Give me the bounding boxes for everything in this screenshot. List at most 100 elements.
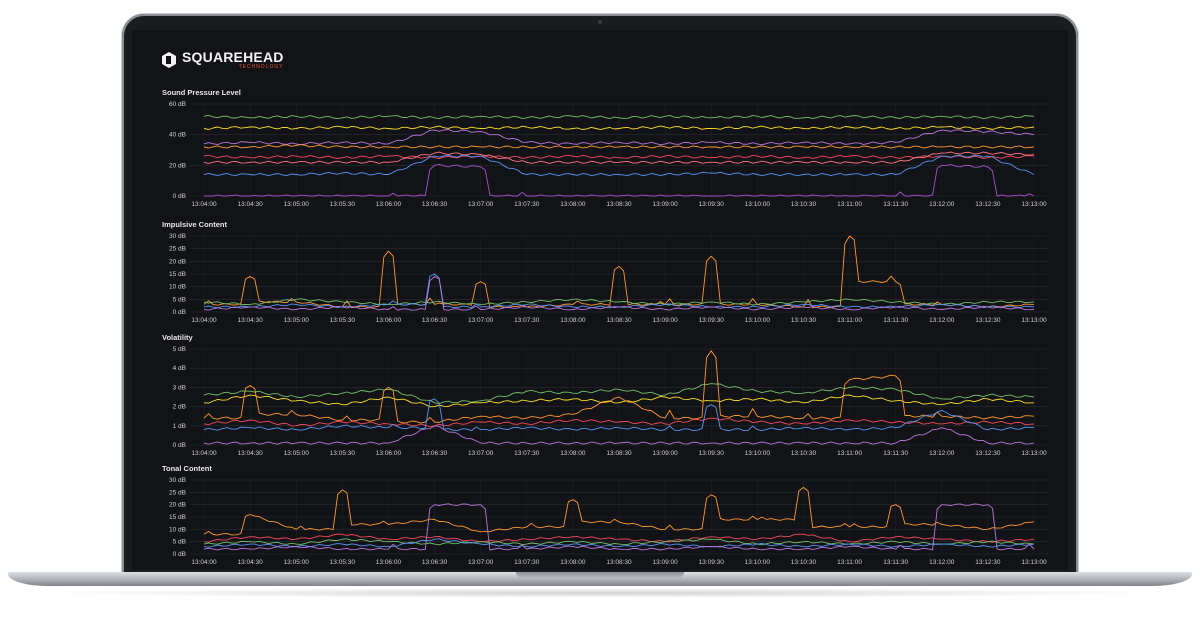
series-line <box>203 538 1035 546</box>
chart-sound-pressure-level: 0 dB 20 dB 40 dB 60 dB 13:04:00 13:04:30 13:05… <box>169 101 1048 208</box>
x-tick-label: 13:11:00 <box>837 317 862 324</box>
y-tick-label: 4 dB <box>173 365 186 372</box>
y-tick-label: 20 dB <box>169 162 186 169</box>
x-tick-label: 13:09:30 <box>699 201 725 208</box>
x-tick-label: 13:12:30 <box>975 201 1001 208</box>
brand-logo: SQUAREHEAD TECHNOLOGY <box>162 50 284 70</box>
y-tick-label: 0 dB <box>173 551 186 558</box>
x-tick-label: 13:08:00 <box>560 450 586 457</box>
x-tick-label: 13:06:00 <box>376 317 402 324</box>
series-line <box>203 383 1035 405</box>
series-line <box>203 417 1035 428</box>
y-tick-label: 60 dB <box>169 101 186 108</box>
x-tick-label: 13:08:30 <box>606 450 632 457</box>
x-tick-label: 13:05:00 <box>284 450 310 457</box>
x-tick-label: 13:10:30 <box>791 317 817 324</box>
x-tick-label: 13:12:30 <box>975 450 1001 457</box>
y-tick-label: 0 dB <box>173 193 186 200</box>
panel-sound-pressure-level: Sound Pressure Level 0 dB 20 dB 40 dB 60 dB… <box>162 88 1062 213</box>
x-tick-label: 13:10:00 <box>745 559 771 566</box>
x-tick-label: 13:04:30 <box>237 201 263 208</box>
x-tick-label: 13:13:00 <box>1021 450 1047 457</box>
x-tick-label: 13:05:00 <box>284 559 310 566</box>
panel-tonal-content: Tonal Content 0 dB 5 dB 10 dB 15 dB 20 dB 25 … <box>162 464 1062 570</box>
x-tick-label: 13:05:30 <box>330 201 356 208</box>
x-tick-label: 13:04:00 <box>191 559 217 566</box>
x-tick-label: 13:09:30 <box>699 559 725 566</box>
series-line <box>203 114 1035 120</box>
x-tick-label: 13:13:00 <box>1021 317 1047 324</box>
x-tick-label: 13:10:30 <box>791 201 817 208</box>
chart-impulsive-content: 0 dB 5 dB 10 dB 15 dB 20 dB 25 dB 30 dB 13:04:0… <box>169 233 1048 324</box>
x-tick-label: 13:09:30 <box>699 317 725 324</box>
x-tick-label: 13:13:00 <box>1021 201 1047 208</box>
y-tick-label: 10 dB <box>169 526 186 533</box>
panel-impulsive-content: Impulsive Content 0 dB 5 dB 10 dB 15 dB 20 d… <box>162 220 1062 330</box>
series-line <box>203 154 1035 177</box>
x-tick-label: 13:12:00 <box>929 559 955 566</box>
y-tick-label: 20 dB <box>169 258 186 265</box>
laptop-base <box>8 572 1192 586</box>
series-line <box>203 125 1035 131</box>
brand-name: SQUAREHEAD <box>182 49 284 65</box>
series-line <box>203 350 1035 424</box>
x-tick-label: 13:09:00 <box>652 201 678 208</box>
x-tick-label: 13:04:00 <box>191 450 217 457</box>
series-line <box>203 486 1035 536</box>
x-tick-label: 13:12:00 <box>929 201 955 208</box>
x-tick-label: 13:06:30 <box>422 201 448 208</box>
x-tick-label: 13:07:30 <box>514 559 540 566</box>
laptop-lid: SQUAREHEAD TECHNOLOGY Sound Pressure Lev… <box>122 14 1078 578</box>
y-tick-label: 3 dB <box>173 384 186 391</box>
squarehead-logo-icon <box>162 52 176 68</box>
x-tick-label: 13:09:00 <box>652 317 678 324</box>
x-tick-label: 13:05:00 <box>284 317 310 324</box>
series-line <box>203 154 1035 160</box>
x-tick-label: 13:08:30 <box>606 201 632 208</box>
x-tick-label: 13:05:30 <box>330 317 356 324</box>
x-tick-label: 13:12:00 <box>929 450 955 457</box>
x-tick-label: 13:08:00 <box>560 559 586 566</box>
series-line <box>203 425 1035 445</box>
x-tick-label: 13:10:00 <box>745 317 771 324</box>
panel-title: Volatility <box>162 333 193 342</box>
y-tick-label: 25 dB <box>169 246 186 253</box>
chart-volatility: 0 dB 1 dB 2 dB 3 dB 4 dB 5 dB 13:04:00 13:04:30… <box>173 346 1048 457</box>
x-tick-label: 13:11:00 <box>837 559 862 566</box>
x-tick-label: 13:11:30 <box>883 450 908 457</box>
panel-title: Tonal Content <box>162 464 212 473</box>
panel-title: Impulsive Content <box>162 220 228 229</box>
x-tick-label: 13:09:30 <box>699 450 725 457</box>
y-tick-label: 15 dB <box>169 514 186 521</box>
laptop-shadow <box>40 588 1160 598</box>
x-tick-label: 13:06:00 <box>376 559 402 566</box>
y-tick-label: 1 dB <box>173 423 186 430</box>
x-tick-label: 13:07:00 <box>468 317 494 324</box>
x-tick-label: 13:12:30 <box>975 559 1001 566</box>
x-tick-label: 13:09:00 <box>652 559 678 566</box>
x-tick-label: 13:06:00 <box>376 450 402 457</box>
x-tick-label: 13:11:00 <box>837 450 862 457</box>
y-tick-label: 2 dB <box>173 404 186 411</box>
x-tick-label: 13:08:00 <box>560 201 586 208</box>
panel-title: Sound Pressure Level <box>162 88 241 97</box>
x-tick-label: 13:10:30 <box>791 450 817 457</box>
series-line <box>203 394 1035 408</box>
series-line <box>203 398 1035 432</box>
x-tick-label: 13:05:30 <box>330 559 356 566</box>
series-line <box>203 533 1035 543</box>
y-tick-label: 0 dB <box>173 442 186 449</box>
x-tick-label: 13:07:00 <box>468 559 494 566</box>
y-tick-label: 40 dB <box>169 132 186 139</box>
y-tick-label: 25 dB <box>169 489 186 496</box>
x-tick-label: 13:11:30 <box>883 201 908 208</box>
dashboard-screen: SQUAREHEAD TECHNOLOGY Sound Pressure Lev… <box>132 30 1068 570</box>
series-line <box>203 129 1035 146</box>
y-tick-label: 20 dB <box>169 502 186 509</box>
x-tick-label: 13:06:30 <box>422 317 448 324</box>
x-tick-label: 13:06:00 <box>376 201 402 208</box>
series-line <box>203 298 1035 306</box>
y-tick-label: 5 dB <box>173 539 186 546</box>
y-tick-label: 30 dB <box>169 233 186 240</box>
x-tick-label: 13:06:30 <box>422 559 448 566</box>
